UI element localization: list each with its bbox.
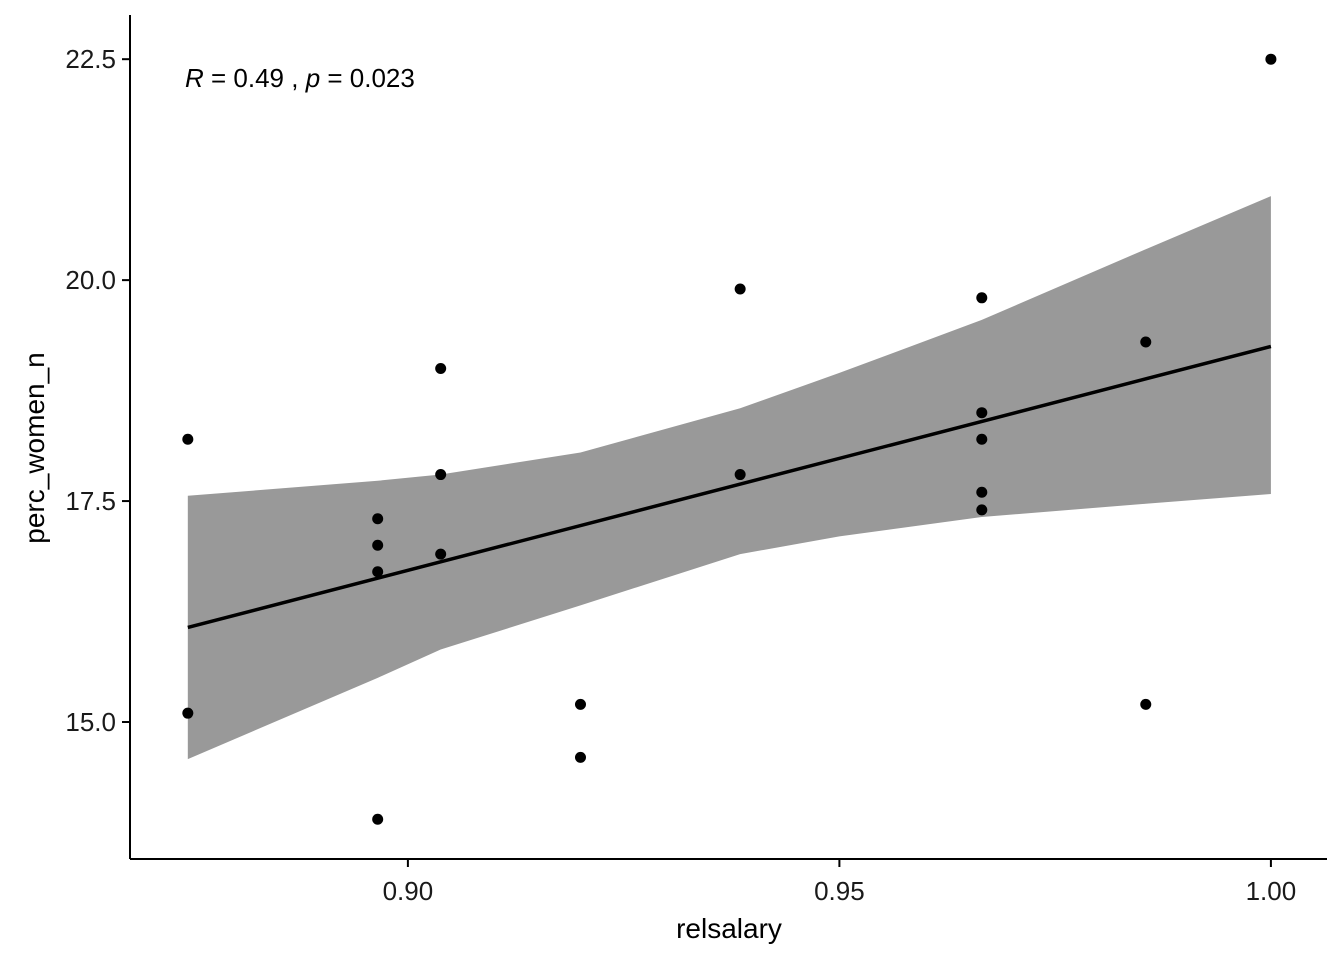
data-point — [435, 548, 447, 560]
regression-line — [187, 344, 1272, 630]
data-point — [372, 813, 384, 825]
r-symbol: R — [185, 63, 204, 93]
points-layer — [182, 53, 1277, 825]
data-point — [182, 433, 194, 445]
confidence-band-layer — [187, 196, 1271, 760]
y-tick-label: 20.0 — [65, 265, 116, 295]
y-tick-label: 17.5 — [65, 486, 116, 516]
confidence-band — [187, 196, 1271, 760]
data-point — [372, 513, 384, 525]
data-point — [734, 283, 746, 295]
p-symbol: p — [305, 63, 320, 93]
data-point — [976, 433, 988, 445]
data-point — [1140, 698, 1152, 710]
x-axis-title: relsalary — [676, 913, 782, 944]
x-tick-label: 0.90 — [383, 876, 434, 906]
data-point — [1140, 336, 1152, 348]
data-point — [976, 407, 988, 419]
data-point — [734, 469, 746, 481]
data-point — [976, 504, 988, 516]
data-point — [435, 469, 447, 481]
data-point — [372, 566, 384, 578]
y-tick-label: 22.5 — [65, 44, 116, 74]
data-point — [976, 486, 988, 498]
data-point — [372, 539, 384, 551]
x-tick-label: 0.95 — [814, 876, 865, 906]
data-point — [1265, 53, 1277, 65]
data-point — [182, 707, 194, 719]
fit-line-layer — [187, 344, 1272, 630]
correlation-annotation: R = 0.49 , p = 0.023 — [185, 63, 415, 93]
data-point — [574, 698, 586, 710]
data-point — [574, 751, 586, 763]
data-point — [435, 363, 447, 375]
x-tick-label: 1.00 — [1246, 876, 1297, 906]
axes-layer: 0.90 0.95 1.00 15.0 17.5 20.0 22.5 — [65, 15, 1327, 906]
data-point — [976, 292, 988, 304]
y-tick-label: 15.0 — [65, 707, 116, 737]
r-value: = 0.49 , — [204, 63, 306, 93]
p-value: = 0.023 — [320, 63, 415, 93]
y-axis-title: perc_women_n — [19, 352, 50, 543]
